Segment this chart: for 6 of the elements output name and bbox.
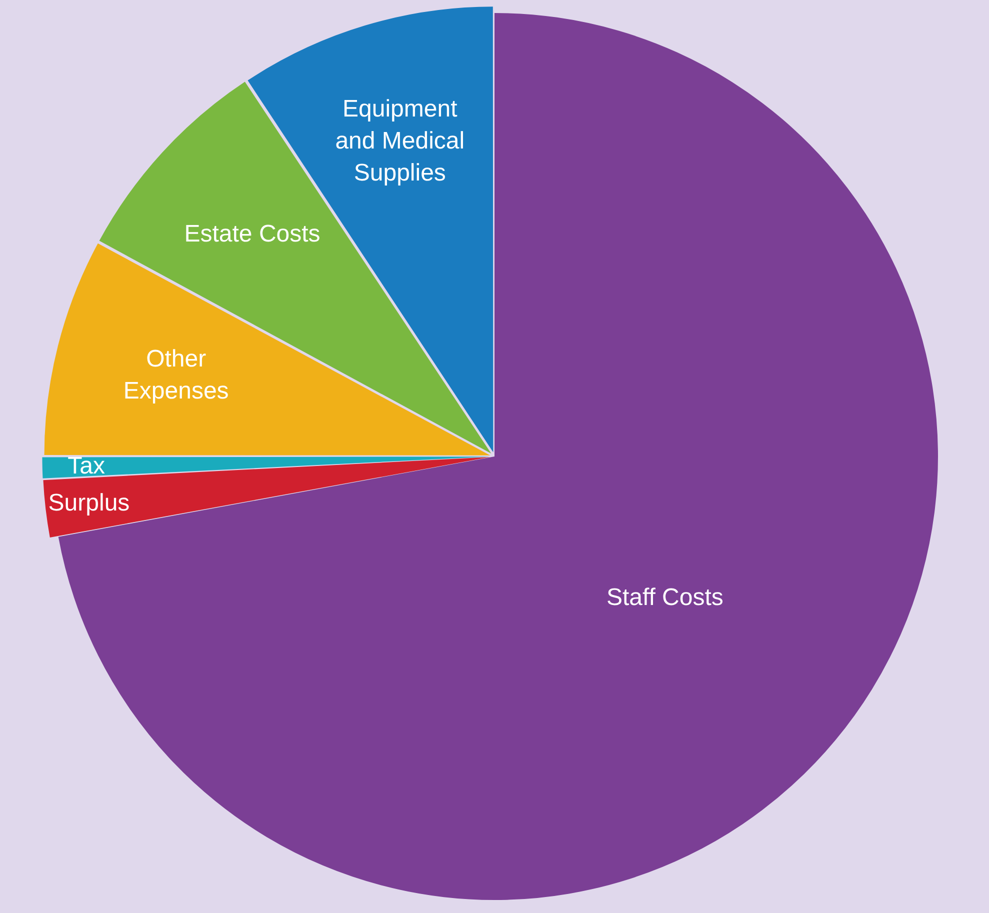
slice-label: Tax (68, 452, 106, 480)
slice-label: Surplus (48, 489, 130, 516)
slice-label: Other Expenses (123, 345, 229, 404)
slice-label: Staff Costs (606, 584, 724, 612)
slice-label: Equipment and Medical Supplies (335, 96, 465, 187)
slice-label: Estate Costs (184, 220, 320, 248)
